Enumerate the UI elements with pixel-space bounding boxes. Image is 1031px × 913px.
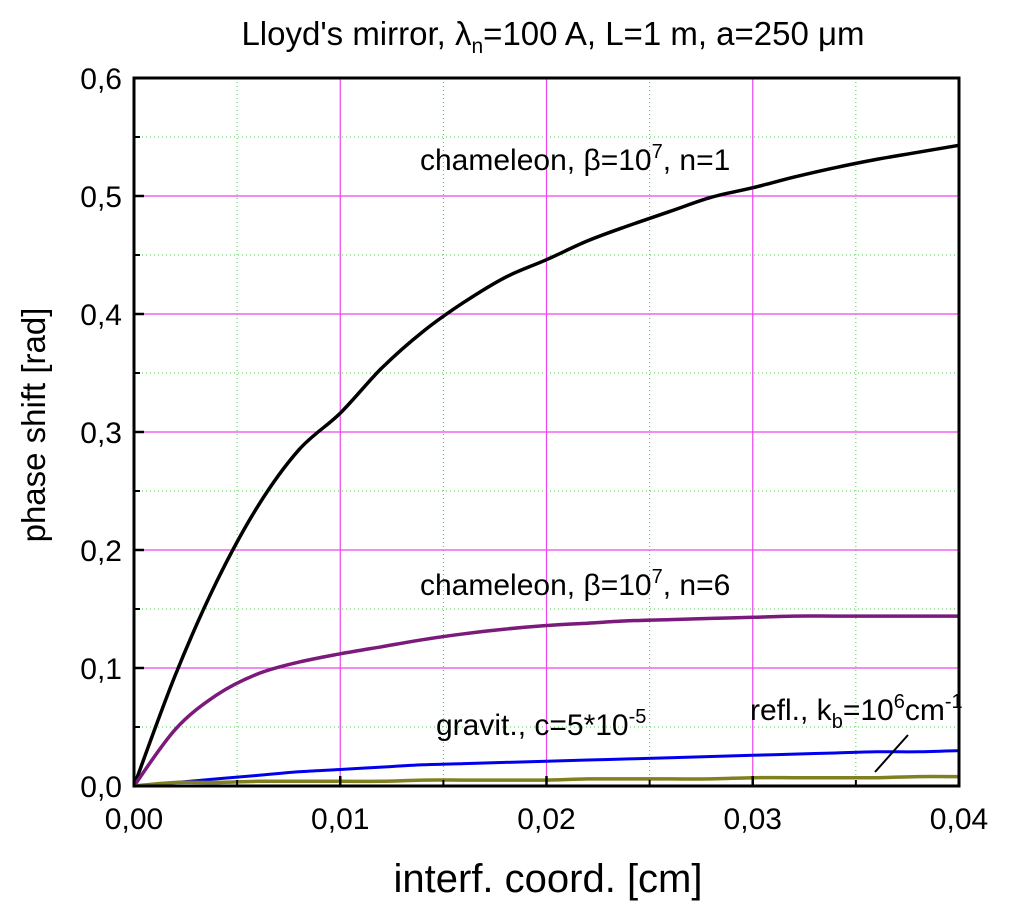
x-tick-label: 0,01 — [311, 803, 369, 836]
x-tick-label: 0,04 — [930, 803, 988, 836]
chart-title: Lloyd's mirror, λn=100 A, L=1 m, a=250 μ… — [241, 15, 864, 58]
y-tick-label: 0,4 — [80, 299, 122, 332]
y-tick-label: 0,3 — [80, 417, 122, 450]
x-axis-title: interf. coord. [cm] — [394, 857, 703, 901]
y-tick-label: 0,0 — [80, 771, 122, 804]
y-tick-label: 0,1 — [80, 653, 122, 686]
y-tick-label: 0,5 — [80, 181, 122, 214]
annotation-refl: refl., kb=106cm-1 — [750, 691, 963, 733]
annotation-refl-pointer — [875, 735, 908, 772]
y-axis-title: phase shift [rad] — [15, 308, 52, 543]
grid — [134, 78, 959, 786]
annotation-chameleon-n1: chameleon, β=107, n=1 — [420, 141, 730, 177]
y-tick-label: 0,6 — [80, 63, 122, 96]
x-tick-label: 0,00 — [105, 803, 163, 836]
annotation-gravit: gravit., c=5*10-5 — [436, 706, 646, 742]
x-tick-label: 0,03 — [724, 803, 782, 836]
annotation-chameleon-n6: chameleon, β=107, n=6 — [420, 566, 730, 602]
y-tick-label: 0,2 — [80, 535, 122, 568]
x-tick-label: 0,02 — [517, 803, 575, 836]
